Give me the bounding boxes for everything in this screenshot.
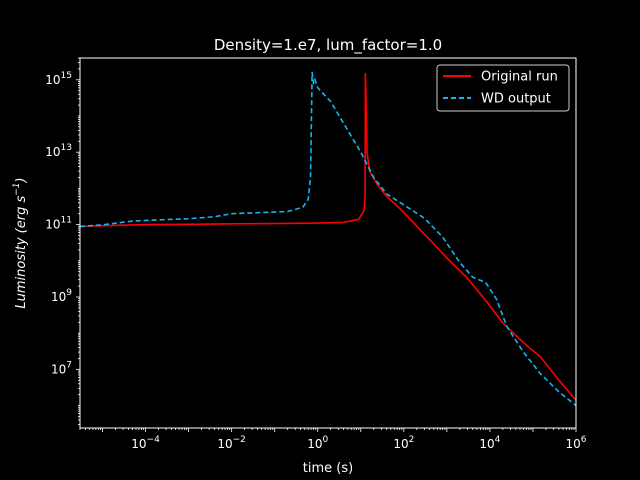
y-tick-label: 109: [51, 288, 72, 304]
legend: Original run WD output: [436, 64, 570, 112]
y-axis-ticks: 107 109 1011 1013 1015: [45, 57, 80, 425]
y-tick-label: 107: [51, 360, 72, 376]
x-axis-label: time (s): [303, 461, 353, 476]
y-tick-label: 1015: [45, 71, 72, 87]
x-tick-label: 106: [565, 435, 586, 451]
legend-label-original-run: Original run: [481, 70, 558, 85]
legend-label-wd-output: WD output: [481, 92, 551, 107]
plot-frame: [79, 57, 577, 429]
y-tick-label: 1013: [45, 143, 72, 159]
y-axis-label-exponent: −1: [12, 182, 22, 195]
x-tick-label: 10−4: [131, 435, 160, 451]
series-line-original-run: [79, 72, 577, 401]
y-tick-label: 1011: [45, 216, 72, 232]
y-axis-label-main: Luminosity (erg s: [14, 196, 29, 309]
chart-title: Density=1.e7, lum_factor=1.0: [214, 36, 442, 55]
plot-area: [80, 58, 576, 428]
x-tick-label: 104: [479, 435, 500, 451]
y-axis-label-close: ): [14, 177, 29, 183]
series-line-wd-output: [79, 71, 577, 407]
x-tick-label: 100: [307, 435, 328, 451]
series-lines: [79, 71, 577, 407]
y-axis-label: Luminosity (erg s−1): [12, 177, 29, 308]
x-tick-label: 102: [393, 435, 414, 451]
x-axis-ticks: 10−4 10−2 100 102 104 106: [79, 428, 587, 451]
x-tick-label: 10−2: [217, 435, 246, 451]
